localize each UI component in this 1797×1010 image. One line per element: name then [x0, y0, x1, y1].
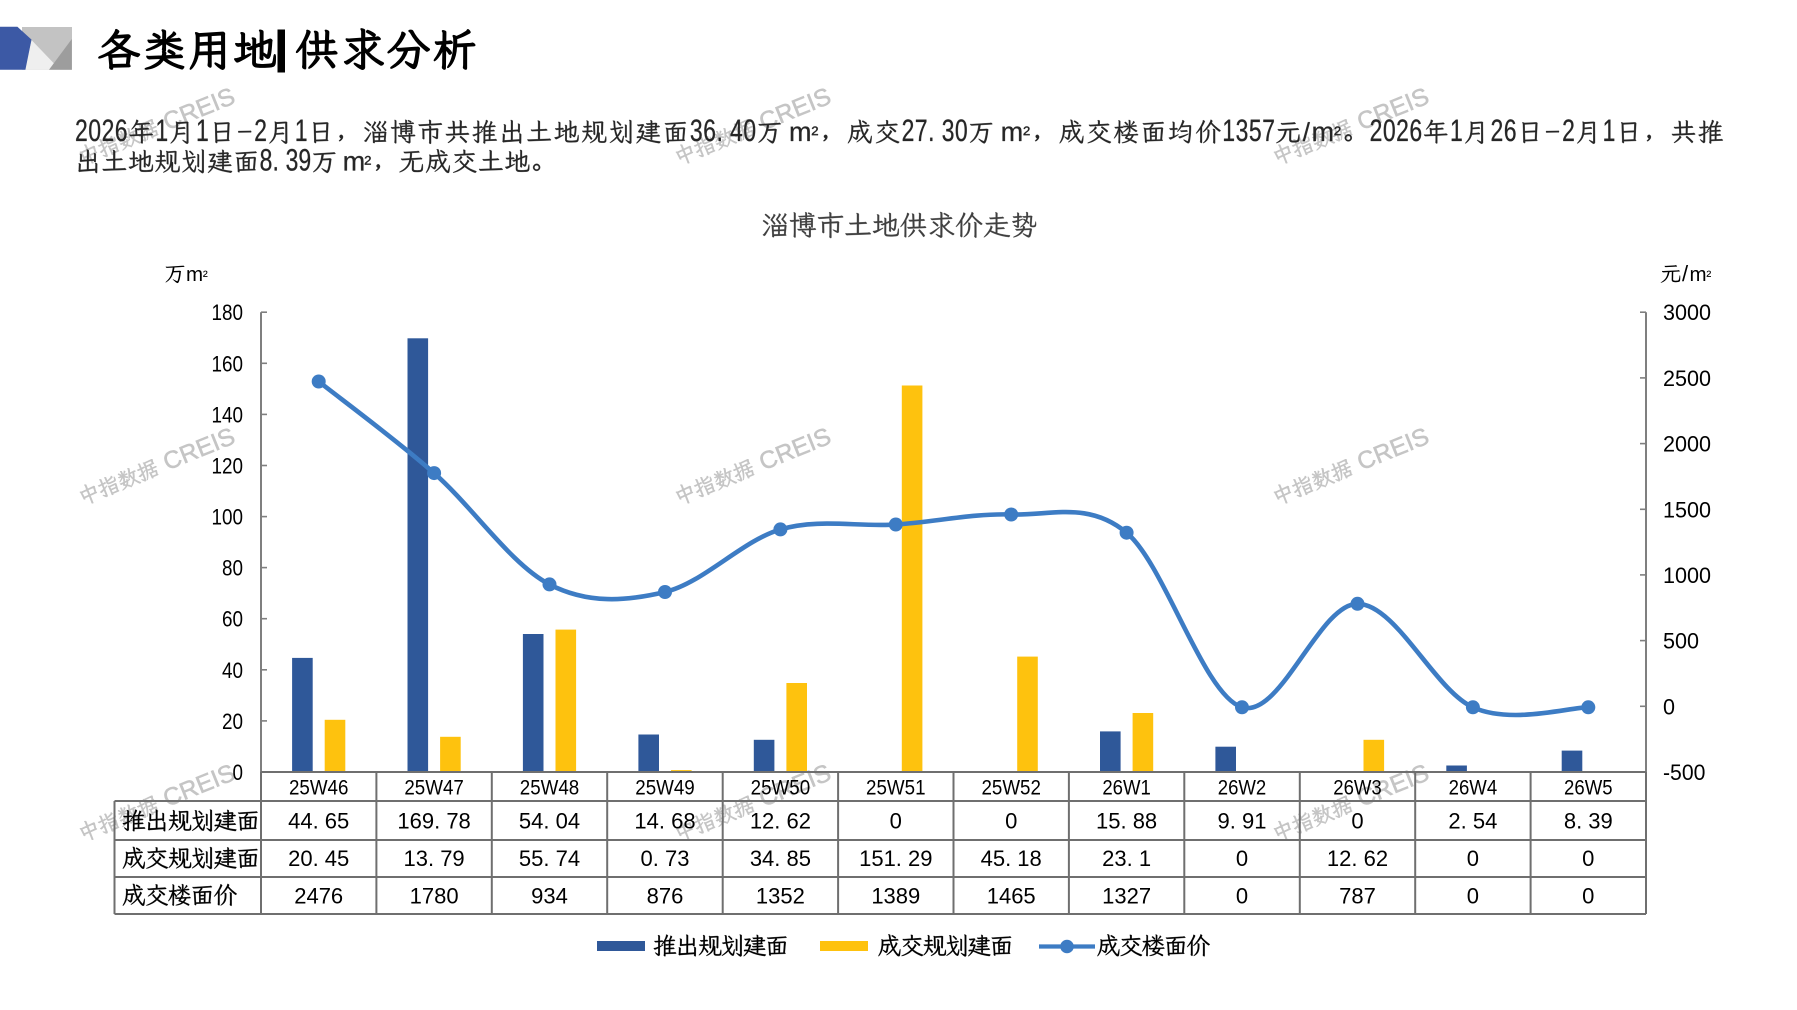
svg-text:2476: 2476 — [294, 884, 343, 909]
svg-text:55. 74: 55. 74 — [519, 846, 580, 871]
svg-text:12. 62: 12. 62 — [1327, 846, 1388, 871]
svg-text:500: 500 — [1663, 629, 1699, 654]
svg-text:25W51: 25W51 — [866, 777, 926, 800]
svg-text:787: 787 — [1339, 884, 1376, 909]
svg-text:25W50: 25W50 — [751, 777, 811, 800]
svg-text:1389: 1389 — [871, 884, 920, 909]
svg-text:2000: 2000 — [1663, 432, 1711, 457]
svg-text:100: 100 — [212, 505, 244, 530]
svg-text:1352: 1352 — [756, 884, 805, 909]
svg-text:9. 91: 9. 91 — [1218, 809, 1267, 834]
svg-text:14. 68: 14. 68 — [634, 809, 695, 834]
svg-text:0: 0 — [1236, 884, 1248, 909]
svg-text:0: 0 — [1351, 809, 1363, 834]
svg-text:44. 65: 44. 65 — [288, 809, 349, 834]
svg-text:0: 0 — [1467, 846, 1479, 871]
svg-text:934: 934 — [531, 884, 568, 909]
svg-text:26W2: 26W2 — [1218, 777, 1267, 800]
svg-text:20. 45: 20. 45 — [288, 846, 349, 871]
svg-text:1465: 1465 — [987, 884, 1036, 909]
svg-text:80: 80 — [222, 556, 243, 581]
svg-text:1500: 1500 — [1663, 497, 1711, 522]
svg-text:23. 1: 23. 1 — [1102, 846, 1151, 871]
svg-text:1327: 1327 — [1102, 884, 1151, 909]
svg-text:1780: 1780 — [410, 884, 459, 909]
svg-text:0. 73: 0. 73 — [641, 846, 690, 871]
svg-text:60: 60 — [222, 607, 243, 632]
svg-text:26W5: 26W5 — [1564, 777, 1613, 800]
svg-text:25W48: 25W48 — [520, 777, 580, 800]
svg-text:26W4: 26W4 — [1449, 777, 1498, 800]
svg-text:0: 0 — [1663, 694, 1675, 719]
svg-text:0: 0 — [1582, 884, 1594, 909]
svg-text:3000: 3000 — [1663, 300, 1711, 325]
svg-text:160: 160 — [212, 351, 244, 376]
svg-text:40: 40 — [222, 658, 243, 683]
svg-text:15. 88: 15. 88 — [1096, 809, 1157, 834]
svg-text:0: 0 — [1236, 846, 1248, 871]
svg-text:25W46: 25W46 — [289, 777, 349, 800]
svg-text:26W1: 26W1 — [1102, 777, 1151, 800]
svg-text:0: 0 — [890, 809, 902, 834]
svg-text:0: 0 — [1582, 846, 1594, 871]
svg-text:1000: 1000 — [1663, 563, 1711, 588]
svg-text:169. 78: 169. 78 — [397, 809, 470, 834]
svg-text:-500: -500 — [1663, 760, 1705, 785]
svg-text:0: 0 — [233, 760, 244, 785]
svg-text:54. 04: 54. 04 — [519, 809, 580, 834]
svg-text:26W3: 26W3 — [1333, 777, 1382, 800]
svg-text:12. 62: 12. 62 — [750, 809, 811, 834]
svg-text:0: 0 — [1467, 884, 1479, 909]
svg-text:151. 29: 151. 29 — [859, 846, 932, 871]
svg-text:120: 120 — [212, 454, 244, 479]
svg-text:2500: 2500 — [1663, 366, 1711, 391]
svg-text:25W49: 25W49 — [635, 777, 695, 800]
svg-text:140: 140 — [212, 402, 244, 427]
svg-text:8. 39: 8. 39 — [1564, 809, 1613, 834]
svg-text:34. 85: 34. 85 — [750, 846, 811, 871]
svg-text:13. 79: 13. 79 — [404, 846, 465, 871]
svg-text:876: 876 — [647, 884, 684, 909]
svg-text:180: 180 — [212, 300, 244, 325]
svg-text:0: 0 — [1005, 809, 1017, 834]
svg-text:25W47: 25W47 — [404, 777, 464, 800]
svg-text:25W52: 25W52 — [981, 777, 1041, 800]
svg-text:20: 20 — [222, 709, 243, 734]
svg-text:2. 54: 2. 54 — [1448, 809, 1497, 834]
svg-text:45. 18: 45. 18 — [981, 846, 1042, 871]
